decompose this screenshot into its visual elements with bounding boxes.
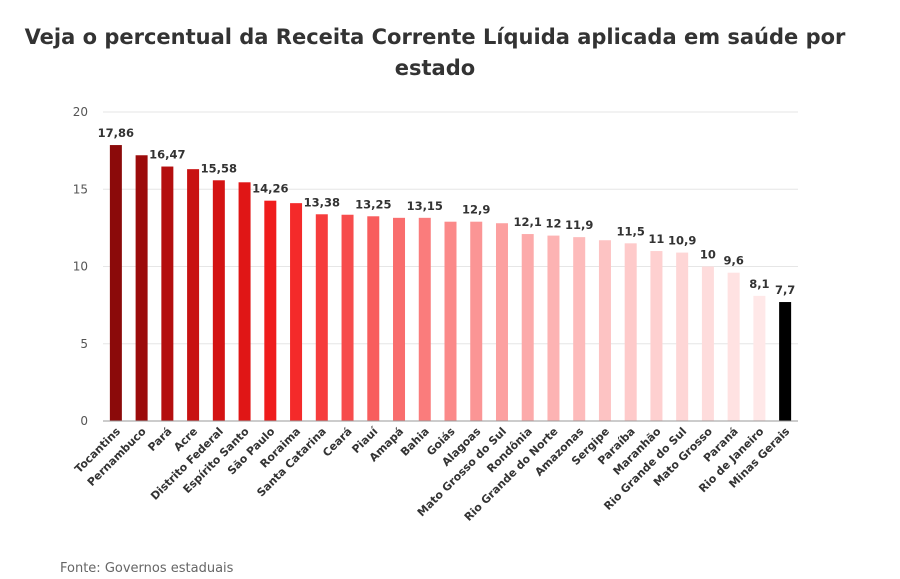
bar — [187, 169, 200, 421]
y-tick-labels: 0 5 10 15 20 — [73, 105, 88, 428]
category-label: Pará — [145, 425, 174, 454]
data-label: 7,7 — [775, 283, 795, 297]
y-tick-label: 20 — [73, 105, 88, 119]
bar — [779, 302, 792, 421]
bar — [547, 235, 560, 421]
data-labels: 17,86 16,47 15,58 14,26 13,38 13,25 13,15 12,9 1… — [98, 126, 796, 297]
data-label: 15,58 — [201, 161, 237, 175]
data-label: 17,86 — [98, 126, 134, 140]
data-label: 16,47 — [149, 148, 185, 162]
bar — [676, 252, 689, 421]
bar — [238, 182, 251, 421]
y-tick-label: 5 — [80, 337, 88, 351]
data-label: 13,25 — [355, 197, 391, 211]
bar — [470, 221, 483, 421]
data-label: 13,38 — [304, 195, 340, 209]
data-label: 13,15 — [407, 199, 443, 213]
bar — [212, 180, 225, 421]
data-label: 12,1 — [514, 215, 542, 229]
bar — [341, 214, 354, 421]
bar — [393, 217, 406, 421]
category-label: Bahia — [398, 425, 432, 459]
bar — [161, 166, 174, 421]
bar — [109, 145, 122, 422]
bar — [418, 217, 431, 421]
y-tick-label: 0 — [80, 414, 88, 428]
data-label: 11,9 — [565, 218, 593, 232]
data-label: 11,5 — [616, 224, 644, 238]
source-note: Fonte: Governos estaduais — [60, 561, 234, 576]
bar — [495, 223, 508, 421]
data-label: 10,9 — [668, 234, 696, 248]
data-label: 14,26 — [252, 182, 288, 196]
y-tick-label: 15 — [73, 182, 88, 196]
bar — [753, 295, 766, 421]
bar — [367, 216, 380, 421]
category-label: Ceará — [320, 425, 355, 460]
bars — [109, 145, 792, 422]
bar — [573, 237, 586, 421]
bar — [135, 155, 148, 421]
chart-title: Veja o percentual da Receita Corrente Lí… — [24, 25, 846, 80]
bar — [650, 251, 663, 421]
bar — [315, 214, 328, 421]
y-tick-label: 10 — [73, 260, 88, 274]
bar — [624, 243, 637, 421]
bar — [290, 203, 303, 421]
data-label: 11 — [648, 232, 664, 246]
data-label: 8,1 — [749, 277, 769, 291]
bar — [521, 234, 534, 421]
data-label: 12,9 — [462, 203, 490, 217]
bar — [701, 266, 714, 421]
bar — [444, 221, 457, 421]
bar — [598, 240, 611, 421]
data-label: 12 — [545, 217, 561, 231]
data-label: 10 — [700, 248, 716, 262]
bar — [727, 272, 740, 421]
bar — [264, 200, 277, 421]
data-label: 9,6 — [723, 254, 743, 268]
